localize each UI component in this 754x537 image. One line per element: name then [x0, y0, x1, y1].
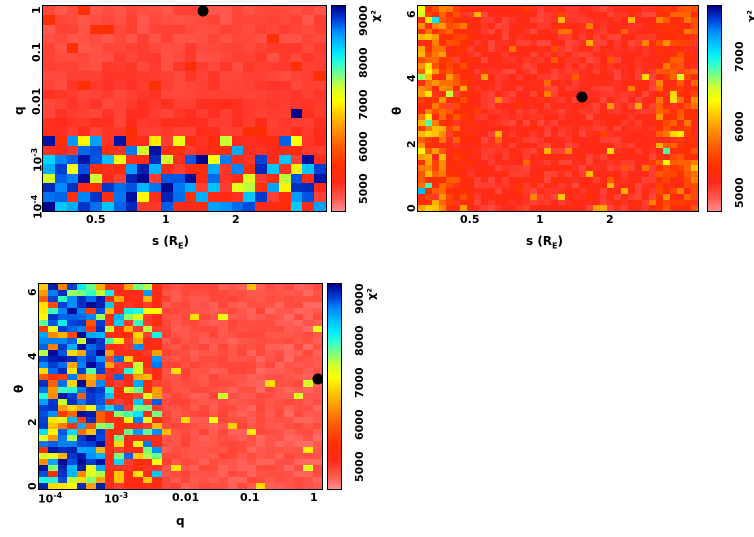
x-axis-title: s (RE)	[526, 234, 563, 251]
xtick-label: 2	[232, 213, 240, 226]
ytick-label: 6	[405, 10, 418, 18]
best-fit-marker	[197, 6, 209, 17]
ytick-label: 0	[405, 204, 418, 212]
best-fit-marker	[312, 373, 322, 385]
xtick-label: 1	[310, 491, 318, 504]
xtick-label: 0.1	[240, 491, 260, 504]
xtick-label: 0.01	[172, 491, 200, 504]
xtick-label: 10-4	[38, 491, 63, 506]
xtick-label: 0.5	[460, 213, 480, 226]
colorbar-q-theta	[327, 283, 342, 490]
colorbar-title: χ²	[365, 288, 378, 300]
best-fit-marker	[576, 91, 588, 103]
xtick-label: 10-3	[104, 491, 129, 506]
colorbar-tick-label: 7000	[357, 89, 370, 120]
colorbar-tick-label: 8000	[357, 47, 370, 78]
ytick-label: 2	[405, 140, 418, 148]
colorbar-tick-label: 7000	[733, 41, 746, 72]
colorbar-tick-label: 6000	[733, 111, 746, 142]
colorbar-tick-label: 6000	[353, 409, 366, 440]
colorbar-tick-label: 5000	[357, 173, 370, 204]
colorbar-s-theta	[707, 5, 722, 212]
colorbar-tick-label: 8000	[353, 325, 366, 356]
ytick-label: 1	[30, 6, 43, 14]
panel-s-theta-plot-area[interactable]	[417, 5, 699, 212]
y-axis-title: θ	[12, 384, 26, 393]
colorbar-gradient	[708, 6, 721, 211]
ytick-label: 0.1	[30, 42, 43, 63]
ytick-label: 6	[26, 288, 39, 296]
colorbar-tick-label: 7000	[353, 367, 366, 398]
ytick-label: 4	[405, 74, 418, 82]
heatmap-cells-s-theta	[418, 6, 698, 211]
colorbar-gradient	[332, 6, 345, 211]
ytick-label: 0	[26, 482, 39, 490]
xtick-label: 1	[536, 213, 544, 226]
xtick-label: 1	[162, 213, 170, 226]
colorbar-tick-label: 6000	[357, 131, 370, 162]
ytick-label: 0.01	[30, 87, 43, 115]
y-axis-title: q	[12, 106, 26, 115]
heatmap-cells-q-theta	[39, 284, 322, 489]
panel-s-q-plot-area[interactable]	[42, 5, 327, 212]
colorbar-s-q	[331, 5, 346, 212]
x-axis-title: q	[176, 514, 185, 528]
colorbar-tick-label: 5000	[353, 451, 366, 482]
ytick-label: 10-3	[30, 147, 45, 172]
heatmap-cells-s-q	[43, 6, 326, 211]
ytick-label: 2	[26, 418, 39, 426]
ytick-label: 4	[26, 352, 39, 360]
ytick-label: 10-4	[30, 194, 45, 219]
colorbar-tick-label: 5000	[733, 177, 746, 208]
colorbar-title: χ²	[745, 10, 754, 22]
xtick-label: 0.5	[86, 213, 106, 226]
xtick-label: 2	[606, 213, 614, 226]
x-axis-title: s (RE)	[152, 234, 189, 251]
y-axis-title: θ	[390, 106, 404, 115]
colorbar-gradient	[328, 284, 341, 489]
panel-q-theta-plot-area[interactable]	[38, 283, 323, 490]
colorbar-title: χ²	[369, 10, 382, 22]
